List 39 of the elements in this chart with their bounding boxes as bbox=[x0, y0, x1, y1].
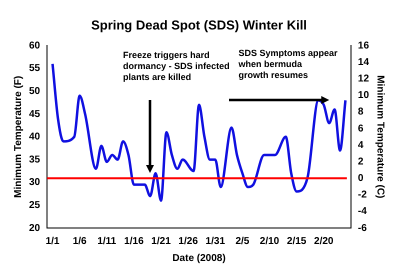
y2-axis-title: Minimum Temperature (C) bbox=[374, 75, 386, 198]
y2-tick-label: 0 bbox=[358, 173, 364, 184]
y-tick-label: 45 bbox=[29, 108, 41, 120]
y-tick-label: 35 bbox=[29, 154, 41, 166]
line-series bbox=[51, 62, 347, 202]
y-tick-label: 50 bbox=[29, 86, 41, 97]
y2-tick-label: 14 bbox=[358, 56, 370, 68]
x-tick-label: 1/31 bbox=[206, 236, 226, 247]
y2-tick-label: 16 bbox=[358, 40, 370, 52]
x-tick-label: 1/1 bbox=[46, 236, 60, 247]
y2-tick-label: 8 bbox=[358, 106, 364, 118]
y2-tick-label: 10 bbox=[358, 90, 370, 102]
y-tick-label: 60 bbox=[29, 40, 41, 52]
y2-tick-label: -4 bbox=[358, 206, 368, 218]
x-tick-label: 2/15 bbox=[286, 236, 307, 247]
y2-tick-label: 4 bbox=[358, 140, 364, 151]
y2-tick-label: 6 bbox=[358, 123, 364, 134]
x-tick-label: 1/26 bbox=[178, 236, 198, 247]
x-tick-label: 2/10 bbox=[260, 236, 280, 247]
y-tick-label: 25 bbox=[29, 200, 41, 211]
y2-tick-label: 12 bbox=[358, 74, 370, 85]
chart-title: Spring Dead Spot (SDS) Winter Kill bbox=[91, 17, 307, 32]
x-tick-label: 1/6 bbox=[72, 236, 88, 247]
x-tick-label: 2/20 bbox=[314, 236, 334, 247]
y-tick-label: 20 bbox=[29, 222, 41, 234]
y-axis-title: Minimum Temperature (F) bbox=[12, 76, 24, 198]
annotation: SDS Symptoms appear when bermuda growth resumes bbox=[237, 48, 338, 80]
y2-tick-label: -6 bbox=[358, 222, 368, 234]
y2-tick-label: 2 bbox=[358, 156, 364, 168]
x-tick-label: 1/16 bbox=[124, 236, 144, 247]
y-tick-label: 55 bbox=[29, 63, 41, 74]
x-tick-label: 1/11 bbox=[97, 236, 117, 247]
x-tick-label: 1/21 bbox=[151, 236, 172, 247]
x-tick-label: 2/5 bbox=[235, 236, 250, 247]
y2-tick-label: -2 bbox=[358, 190, 368, 201]
y-tick-label: 40 bbox=[29, 132, 41, 143]
annotation: Freeze triggers hard dormancy - SDS infected plants are killed bbox=[123, 50, 230, 82]
y-tick-label: 30 bbox=[29, 177, 41, 188]
x-axis-title: Date (2008) bbox=[172, 252, 226, 264]
